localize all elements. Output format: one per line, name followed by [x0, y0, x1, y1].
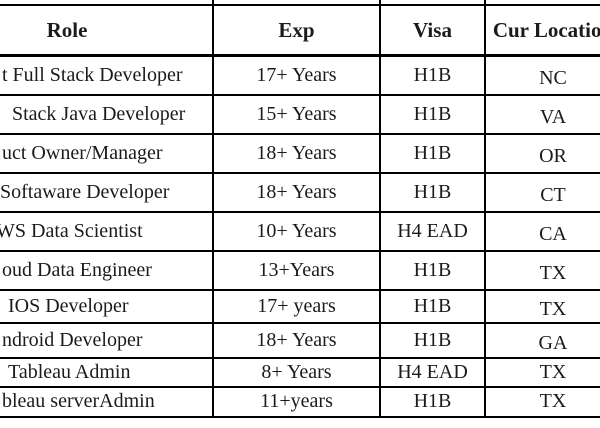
cell-exp: 18+ Years [212, 171, 381, 213]
table-header-row: Role Exp Visa Cur Location [0, 4, 600, 57]
cell-visa: H1B [379, 288, 486, 324]
table-row: t Full Stack Developer 17+ Years H1B NC [0, 54, 600, 96]
cell-visa: H4 EAD [379, 356, 486, 388]
candidates-table: Role Exp Visa Cur Location t Full Stack … [0, 0, 600, 418]
cell-location: TX [484, 356, 600, 388]
cell-role: bleau serverAdmin [0, 385, 214, 418]
table-row: IOS Developer 17+ years H1B TX [0, 288, 600, 324]
cell-role: oud Data Engineer [0, 249, 214, 291]
cropped-row-above [0, 0, 600, 6]
cell-location: CA [484, 210, 600, 252]
header-role: Role [0, 4, 214, 57]
cell-exp: 8+ Years [212, 356, 381, 388]
cell-location: TX [484, 385, 600, 418]
cell-visa: H1B [379, 321, 486, 359]
table-row: uct Owner/Manager 18+ Years H1B OR [0, 132, 600, 174]
table-row: Stack Java Developer 15+ Years H1B VA [0, 93, 600, 135]
cell-location: TX [484, 288, 600, 324]
table-row: Softaware Developer 18+ Years H1B CT [0, 171, 600, 213]
cell-role: Tableau Admin [0, 356, 214, 388]
table-row: Tableau Admin 8+ Years H4 EAD TX [0, 356, 600, 388]
cell-location: TX [484, 249, 600, 291]
cropped-cell [0, 0, 214, 6]
table-row: WS Data Scientist 10+ Years H4 EAD CA [0, 210, 600, 252]
cell-exp: 11+years [212, 385, 381, 418]
table-row: oud Data Engineer 13+Years H1B TX [0, 249, 600, 291]
cropped-cell [379, 0, 486, 6]
cell-role: Softaware Developer [0, 171, 214, 213]
cell-role: Stack Java Developer [0, 93, 214, 135]
cell-location: NC [484, 54, 600, 96]
cell-exp: 10+ Years [212, 210, 381, 252]
cell-location: CT [484, 171, 600, 213]
cell-visa: H1B [379, 93, 486, 135]
cell-role: uct Owner/Manager [0, 132, 214, 174]
cell-exp: 18+ Years [212, 132, 381, 174]
cell-visa: H4 EAD [379, 210, 486, 252]
header-cur-location: Cur Location [484, 4, 600, 57]
cell-role: ndroid Developer [0, 321, 214, 359]
cell-visa: H1B [379, 249, 486, 291]
cell-visa: H1B [379, 54, 486, 96]
header-exp: Exp [212, 4, 381, 57]
cell-exp: 15+ Years [212, 93, 381, 135]
cell-location: GA [484, 321, 600, 359]
cell-role: IOS Developer [0, 288, 214, 324]
header-visa: Visa [379, 4, 486, 57]
cell-visa: H1B [379, 385, 486, 418]
table-row: bleau serverAdmin 11+years H1B TX [0, 385, 600, 418]
cell-exp: 13+Years [212, 249, 381, 291]
cell-visa: H1B [379, 132, 486, 174]
cell-exp: 17+ Years [212, 54, 381, 96]
table-row: ndroid Developer 18+ Years H1B GA [0, 321, 600, 359]
cropped-cell [484, 0, 600, 6]
cell-exp: 18+ Years [212, 321, 381, 359]
cell-location: VA [484, 93, 600, 135]
cropped-cell [212, 0, 381, 6]
cell-role: t Full Stack Developer [0, 54, 214, 96]
cell-location: OR [484, 132, 600, 174]
cell-exp: 17+ years [212, 288, 381, 324]
cell-visa: H1B [379, 171, 486, 213]
cell-role: WS Data Scientist [0, 210, 214, 252]
